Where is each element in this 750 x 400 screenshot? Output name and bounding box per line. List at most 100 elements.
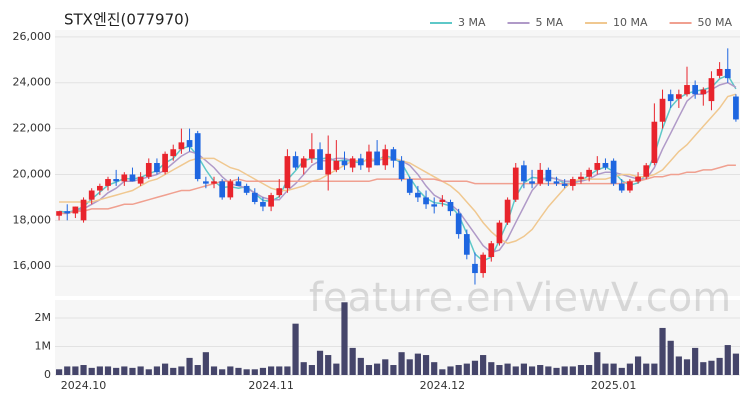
volume-bar	[406, 359, 413, 375]
volume-bar	[512, 366, 519, 375]
volume-bar	[488, 362, 495, 375]
y-tick-label: 24,000	[13, 76, 52, 89]
candle-body	[610, 160, 617, 184]
volume-bar	[504, 363, 511, 375]
volume-bar	[349, 347, 356, 375]
volume-bar	[235, 367, 242, 375]
candle-body	[121, 174, 128, 182]
candle-body	[512, 167, 519, 200]
volume-bar	[651, 363, 658, 375]
volume-bar	[227, 366, 234, 375]
candle-body	[186, 140, 193, 147]
candle-body	[235, 181, 242, 186]
volume-bar	[333, 363, 340, 375]
y-tick-label: 26,000	[13, 30, 52, 43]
watermark: feature.enViewV.com	[309, 275, 731, 321]
volume-bar	[594, 352, 601, 375]
candle-body	[708, 78, 715, 102]
candle-body	[349, 158, 356, 168]
volume-bar	[626, 363, 634, 375]
chart-title: STX엔진(077970)	[64, 11, 190, 29]
candle-body	[284, 156, 291, 189]
x-tick-label: 2024.10	[61, 379, 107, 392]
candle-body	[529, 181, 535, 184]
volume-bar	[528, 366, 536, 375]
volume-bar	[634, 356, 642, 375]
candle-body	[496, 222, 503, 244]
candle-body	[382, 149, 389, 166]
candle-body	[439, 199, 446, 202]
volume-bar	[104, 366, 112, 375]
candle-body	[333, 160, 340, 170]
volume-bar	[455, 365, 462, 375]
candle-body	[398, 160, 405, 180]
volume-bar	[88, 367, 95, 375]
candle-body	[431, 204, 438, 207]
candle-body	[260, 201, 266, 207]
candle-body	[64, 211, 71, 214]
candle-body	[423, 197, 429, 205]
volume-bar	[520, 363, 527, 375]
candle-body	[447, 201, 454, 212]
candle-body	[268, 195, 274, 207]
candle-body	[276, 188, 283, 196]
candle-body	[635, 176, 641, 182]
candle-body	[716, 68, 723, 76]
candle-body	[545, 169, 552, 182]
candle-body	[504, 199, 511, 223]
volume-bar	[439, 369, 446, 375]
volume-bar	[96, 366, 103, 375]
volume-bar	[431, 362, 438, 375]
candle-body	[129, 174, 136, 182]
volume-bar	[251, 369, 258, 375]
volume-bar	[545, 366, 552, 375]
volume-bar	[137, 366, 144, 375]
candle-body	[651, 121, 658, 163]
candle-body	[415, 192, 421, 198]
legend-label: 3 MA	[458, 16, 486, 29]
volume-bar	[463, 363, 470, 375]
volume-bar	[683, 359, 691, 375]
volume-bar	[577, 365, 585, 375]
volume-bar	[447, 366, 454, 375]
volume-bar	[170, 367, 177, 375]
candle-body	[211, 181, 217, 184]
candle-body	[586, 169, 592, 177]
candle-body	[667, 94, 674, 102]
volume-bar	[113, 367, 120, 375]
candle-body	[455, 213, 462, 235]
candle-body	[203, 181, 209, 184]
volume-bar	[496, 365, 503, 375]
volume-bar	[390, 365, 397, 375]
x-tick-label: 2024.11	[248, 379, 294, 392]
candle-body	[243, 185, 250, 193]
candle-body	[137, 176, 144, 184]
candle-body	[463, 234, 470, 255]
candle-body	[145, 163, 152, 177]
candle-body	[154, 163, 160, 173]
volume-bar	[382, 359, 389, 375]
volume-bar	[210, 366, 218, 375]
candle-body	[692, 85, 699, 95]
volume-bar	[219, 369, 226, 375]
volume-bar	[308, 365, 315, 375]
volume-bar	[561, 366, 568, 375]
volume-bar	[178, 366, 185, 375]
candle-body	[390, 149, 397, 161]
candle-body	[170, 149, 177, 157]
volume-bar	[398, 352, 405, 375]
volume-bar	[675, 356, 682, 375]
volume-bar	[732, 353, 740, 375]
candle-body	[325, 153, 332, 175]
candle-body	[374, 151, 380, 166]
volume-bar	[553, 367, 560, 375]
volume-bar	[194, 365, 201, 375]
volume-bar	[292, 323, 299, 375]
ma-line	[59, 164, 736, 215]
candle-body	[594, 163, 601, 170]
candle-body	[675, 94, 682, 99]
candle-body	[105, 179, 111, 186]
candle-body	[300, 158, 307, 168]
volume-bar	[357, 357, 364, 375]
volume-bar	[537, 365, 544, 375]
